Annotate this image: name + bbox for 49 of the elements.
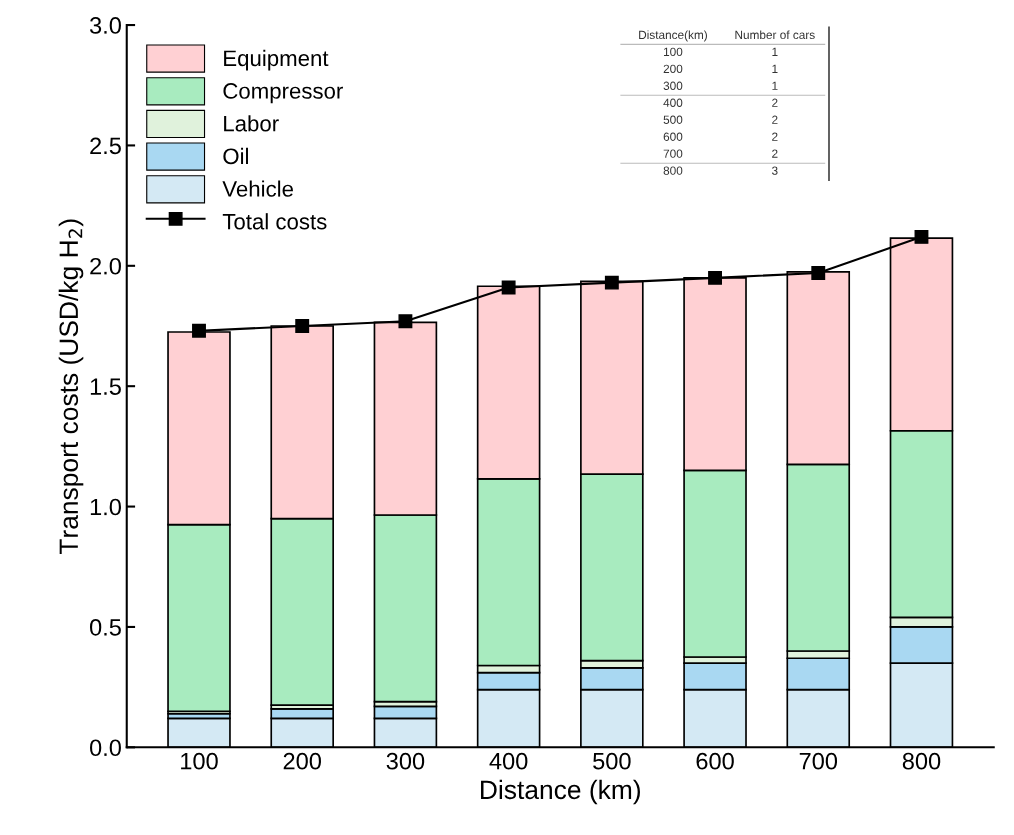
y-tick-label: 1.5 <box>90 378 121 395</box>
annotation: 2 <box>772 132 778 141</box>
x-tick-label: 400 <box>489 752 528 770</box>
x-axis-title: Distance (km) <box>481 779 640 805</box>
annotation: 2 <box>772 115 778 124</box>
y-tick-label: 0.5 <box>89 619 121 636</box>
y-tick-label: 0.0 <box>89 739 121 757</box>
annotation: 2 <box>772 98 778 107</box>
legend-label: Compressor <box>223 83 343 104</box>
annotation: 500 <box>663 115 683 124</box>
point <box>501 280 516 295</box>
x-tick-label: 500 <box>593 752 631 770</box>
x-tick-label: 300 <box>386 752 425 770</box>
annotation: 1 <box>772 64 778 73</box>
y-axis-title: Transport costs (USD/kg H$_{2}$) <box>58 219 84 555</box>
legend-label: Labor <box>224 115 279 132</box>
y-tick-label: 3.0 <box>89 17 121 34</box>
annotation: 600 <box>663 132 683 141</box>
y-tick-label: 2.0 <box>90 257 121 275</box>
legend-label: Total costs <box>222 213 327 230</box>
annotation: 100 <box>663 47 683 57</box>
annotation: 400 <box>663 98 683 107</box>
point <box>192 323 206 338</box>
annotation: Number of cars <box>735 30 815 40</box>
point <box>811 266 826 280</box>
point <box>398 314 413 329</box>
annotation: 3 <box>771 166 778 175</box>
x-tick-label: 200 <box>283 752 321 770</box>
point <box>604 275 619 290</box>
annotation: 1 <box>772 47 778 56</box>
annotation: Distance(km) <box>639 30 707 42</box>
annotation: 200 <box>663 64 683 73</box>
legend-label: Oil <box>223 147 248 165</box>
x-tick-label: 800 <box>902 752 941 770</box>
x-tick-label: 700 <box>799 752 838 770</box>
y-tick-label: 1.0 <box>90 498 121 516</box>
annotation: 700 <box>663 149 683 158</box>
annotation: 2 <box>772 149 778 158</box>
x-tick-label: 600 <box>696 752 734 770</box>
point <box>295 319 310 333</box>
annotation: 1 <box>772 81 778 90</box>
point <box>708 270 722 285</box>
y-tick-label: 2.5 <box>90 137 121 155</box>
annotation: 300 <box>663 81 683 90</box>
point <box>914 229 929 244</box>
x-tick-label: 100 <box>181 752 218 770</box>
annotation: 800 <box>663 166 683 175</box>
legend-label: Vehicle <box>222 180 293 197</box>
legend-label: Equipment <box>224 49 329 71</box>
